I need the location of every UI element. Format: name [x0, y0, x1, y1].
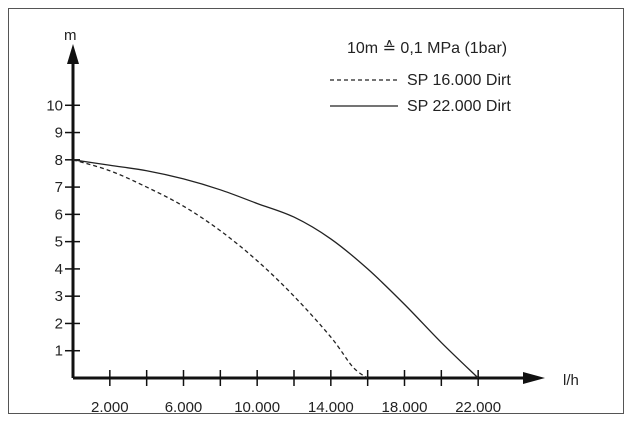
x-tick-label: 18.000 — [382, 399, 428, 416]
pressure-note: 10m ≙ 0,1 MPa (1bar) — [347, 40, 507, 57]
axes — [67, 44, 545, 384]
y-tick-label: 5 — [55, 234, 63, 251]
series-line-sp-16000-dirt — [72, 159, 369, 379]
y-tick-label: 2 — [55, 315, 63, 332]
ticks: 1 2 3 4 5 6 7 8 9 10 2.000 6.000 10.000 14.000 18.000 2… — [46, 97, 501, 416]
y-axis-label: m — [64, 27, 77, 44]
y-tick-label: 6 — [55, 206, 63, 223]
x-tick-label: 10.000 — [234, 399, 280, 416]
y-tick-label: 7 — [55, 179, 63, 196]
x-axis-arrow — [523, 372, 545, 384]
series-lines — [72, 159, 479, 379]
y-tick-label: 9 — [55, 125, 63, 142]
x-tick-label: 6.000 — [165, 399, 203, 416]
legend-label: SP 16.000 Dirt — [407, 72, 511, 89]
x-tick-label: 22.000 — [455, 399, 501, 416]
y-axis-arrow — [67, 44, 79, 64]
chart-frame — [8, 8, 624, 414]
y-tick-label: 4 — [55, 261, 63, 278]
y-tick-label: 3 — [55, 288, 63, 305]
legend: SP 16.000 Dirt SP 22.000 Dirt — [330, 72, 511, 115]
x-tick-label: 2.000 — [91, 399, 129, 416]
series-line-sp-22000-dirt — [72, 159, 479, 379]
legend-label: SP 22.000 Dirt — [407, 98, 511, 115]
y-tick-label: 1 — [55, 343, 63, 360]
y-tick-label: 8 — [55, 152, 63, 169]
x-tick-label: 14.000 — [308, 399, 354, 416]
x-axis-label: l/h — [563, 372, 579, 389]
y-tick-label: 10 — [46, 97, 63, 114]
